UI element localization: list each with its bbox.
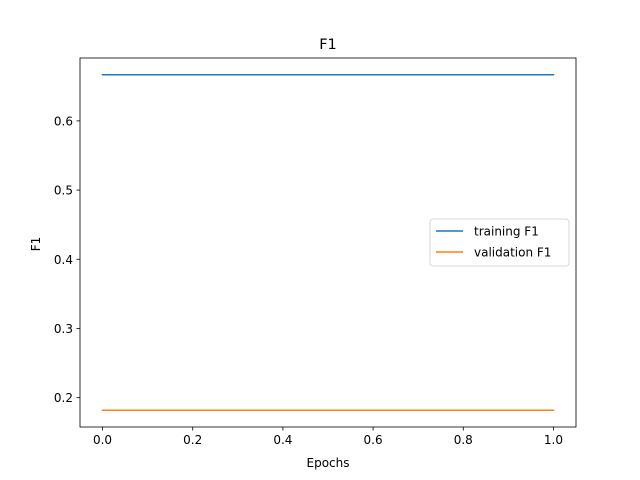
y-tick-label: 0.2 xyxy=(54,391,73,405)
plot-area: 0.0 0.2 0.4 0.6 0.8 1.0 0.2 0.3 0.4 0.5 0.6 xyxy=(54,57,577,447)
y-tick-label: 0.5 xyxy=(54,184,73,198)
y-tick-label: 0.4 xyxy=(54,253,73,267)
x-tick-label: 0.2 xyxy=(183,433,202,447)
x-axis-label: Epochs xyxy=(307,456,350,470)
x-tick-label: 0.8 xyxy=(454,433,473,447)
x-tick-label: 0.6 xyxy=(364,433,383,447)
legend-label-1: validation F1 xyxy=(474,246,551,260)
y-tick-label: 0.6 xyxy=(54,114,73,128)
legend-box xyxy=(429,218,570,267)
legend: training F1 validation F1 xyxy=(429,218,570,267)
legend-label-0: training F1 xyxy=(474,225,539,239)
x-tick-label: 0.4 xyxy=(273,433,292,447)
y-axis-label: F1 xyxy=(29,237,43,252)
chart-title: F1 xyxy=(319,37,337,53)
axes-frame xyxy=(79,57,577,428)
x-tick-label: 1.0 xyxy=(544,433,563,447)
y-tick-label: 0.3 xyxy=(54,322,73,336)
x-tick-label: 0.0 xyxy=(93,433,112,447)
